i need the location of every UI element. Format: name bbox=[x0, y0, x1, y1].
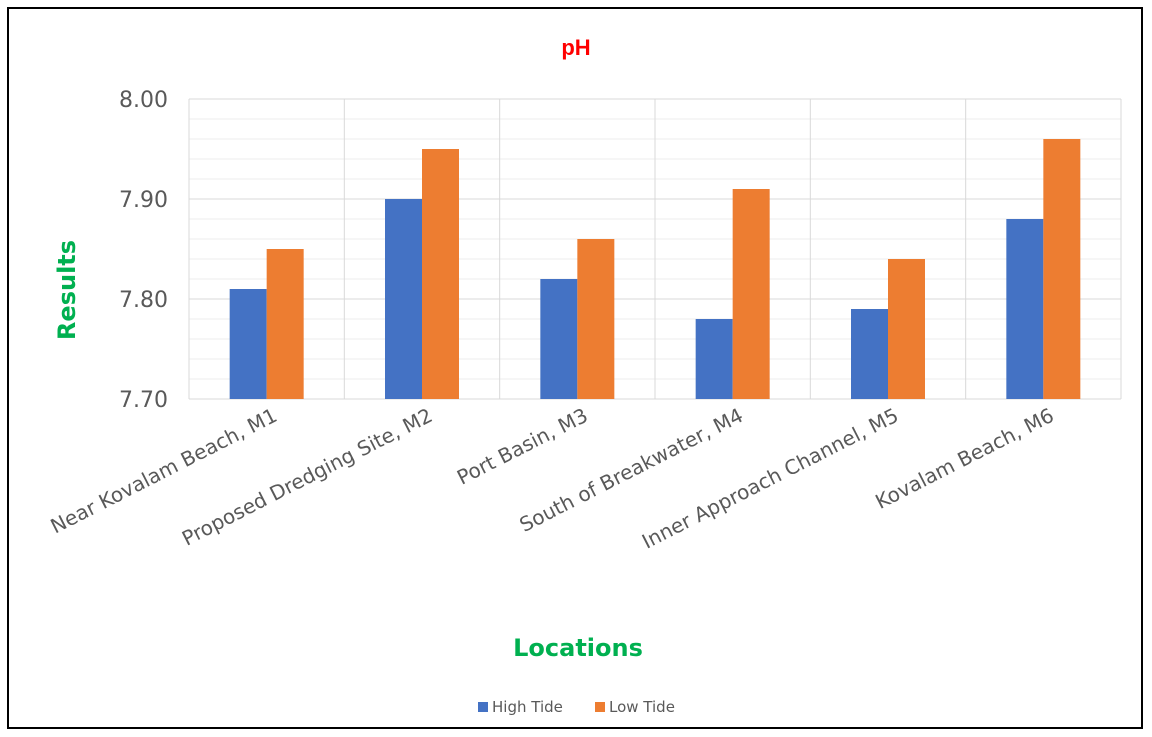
y-tick-label: 7.80 bbox=[119, 288, 168, 313]
legend-label-low-tide: Low Tide bbox=[609, 698, 675, 716]
bar-low-tide-3 bbox=[577, 239, 615, 399]
y-tick-label: 7.90 bbox=[119, 188, 168, 213]
bar-high-tide-4 bbox=[695, 319, 733, 399]
bar-low-tide-6 bbox=[1043, 139, 1081, 399]
bar-high-tide-1 bbox=[229, 289, 267, 399]
y-tick-label: 7.70 bbox=[119, 388, 168, 413]
bars bbox=[229, 139, 1081, 399]
legend-swatch-high-tide bbox=[478, 702, 488, 712]
bar-high-tide-5 bbox=[851, 309, 888, 399]
x-category-label: Proposed Dredging Site, M2 bbox=[178, 403, 436, 550]
bar-low-tide-4 bbox=[732, 189, 770, 399]
bar-low-tide-2 bbox=[422, 149, 459, 399]
y-tick-label: 8.00 bbox=[119, 88, 168, 113]
legend: High Tide Low Tide bbox=[478, 698, 675, 716]
y-tick-labels: 7.70 7.80 7.90 8.00 bbox=[119, 88, 168, 413]
legend-label-high-tide: High Tide bbox=[492, 698, 563, 716]
bar-low-tide-1 bbox=[266, 249, 304, 399]
bar-high-tide-6 bbox=[1006, 219, 1044, 399]
legend-swatch-low-tide bbox=[595, 702, 605, 712]
gridlines bbox=[188, 98, 1122, 400]
x-axis-title: Locations bbox=[513, 634, 643, 662]
y-axis-title: Results bbox=[53, 240, 81, 340]
bar-high-tide-2 bbox=[385, 199, 422, 399]
bar-high-tide-3 bbox=[540, 279, 578, 399]
x-category-label: Inner Approach Channel, M5 bbox=[638, 403, 902, 553]
bar-low-tide-5 bbox=[888, 259, 925, 399]
chart-title: pH bbox=[561, 35, 590, 60]
x-category-label: Port Basin, M3 bbox=[453, 403, 592, 489]
